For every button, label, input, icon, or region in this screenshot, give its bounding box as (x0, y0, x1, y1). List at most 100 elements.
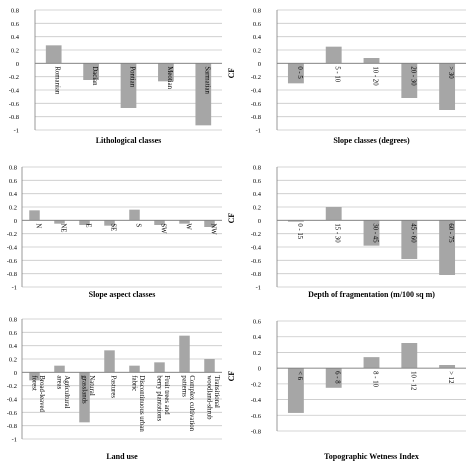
y-tick-label: -1 (12, 437, 17, 444)
bar (325, 368, 342, 388)
y-tick-label: -1 (14, 128, 19, 135)
y-tick-label: -0.2 (7, 231, 17, 238)
y-tick-label: -0.6 (251, 101, 262, 108)
x-tick-label-line: woodland-shrub (206, 375, 213, 420)
bar (158, 63, 174, 82)
y-tick-label: 0.2 (11, 48, 19, 55)
x-tick-label-line: Agricultural (63, 375, 70, 408)
y-tick-label: 0.6 (253, 319, 262, 326)
x-tick-label-line: forest (31, 375, 38, 391)
y-tick-label: -0.8 (7, 271, 17, 278)
y-tick-label: 0.4 (253, 334, 262, 341)
bar (129, 365, 140, 373)
x-tick-label-line: fabric (131, 375, 138, 391)
bar (204, 220, 215, 227)
x-tick-label: > 12 (447, 371, 454, 384)
bar (195, 63, 212, 126)
y-tick-label: -0.8 (251, 114, 261, 121)
y-tick-label: 0.8 (253, 8, 261, 15)
y-tick-label: -0.8 (251, 429, 261, 436)
bar (325, 46, 342, 64)
y-tick-label: 0 (258, 218, 261, 225)
x-tick-label: Discontinuous urbanfabric (131, 375, 146, 432)
x-axis-title: Topographic Wetness Index (324, 452, 419, 461)
chart-panel-3: 0.8 0.6 0.4 0.2 0 -0.2 -0.4 -0.6 -0.8 -1 N NE E SE S SW… (7, 165, 222, 299)
bar (363, 58, 380, 64)
y-tick-label: -0.4 (251, 88, 262, 95)
y-tick-label: -1 (256, 285, 261, 292)
y-tick-label: 0 (16, 61, 19, 68)
y-tick-label: -0.6 (9, 101, 20, 108)
y-tick-label: 0.6 (9, 178, 18, 185)
x-axis-title: Slope classes (degrees) (333, 136, 410, 145)
bar (179, 335, 190, 373)
y-tick-label: -1 (256, 128, 261, 135)
y-tick-label: 0 (258, 366, 261, 373)
chart-panel-4: 0.8 0.6 0.4 0.2 0 -0.2 -0.4 -0.6 -0.8 -1 0 - 15 15 … (227, 165, 466, 299)
x-tick-label: 8 - 10 (372, 371, 379, 387)
y-tick-label: -1 (12, 285, 17, 292)
bar (363, 357, 380, 369)
y-tick-label: -0.8 (251, 271, 261, 278)
bar (79, 220, 90, 225)
bar (287, 368, 304, 413)
bar (79, 372, 90, 423)
x-tick-label-line: Transitional (213, 375, 220, 408)
y-tick-label: -0.2 (251, 231, 261, 238)
y-tick-label: 0.2 (253, 350, 261, 357)
x-tick-label: E (85, 223, 92, 227)
y-tick-label: -0.6 (251, 413, 262, 420)
x-tick-label: > 30 (447, 66, 454, 79)
x-tick-label: SE (110, 223, 117, 231)
x-axis-title: Slope aspect classes (89, 290, 156, 299)
y-tick-label: 0.6 (11, 21, 20, 28)
y-tick-label: -0.2 (9, 74, 19, 81)
y-tick-label: 0.4 (9, 343, 18, 350)
y-tick-label: 0.6 (253, 21, 262, 28)
x-axis-title: Depth of fragmentation (m/100 sq m) (308, 290, 435, 299)
bar (154, 220, 165, 225)
y-tick-label: 0.2 (253, 205, 261, 212)
chart-panel-5: 0.8 0.6 0.4 0.2 0 -0.2 -0.4 -0.6 -0.8 -1 Broad-lea… (7, 317, 222, 461)
x-tick-label: 15 - 30 (334, 223, 341, 243)
y-axis-title: CF (227, 371, 236, 382)
x-tick-label: W (185, 223, 192, 230)
y-tick-label: -0.6 (251, 258, 262, 265)
x-tick-label: S (135, 223, 142, 227)
bar (45, 45, 62, 64)
bar (401, 220, 418, 259)
y-tick-label: 0 (14, 218, 17, 225)
y-tick-label: 0.4 (9, 191, 18, 198)
y-tick-label: 0.4 (11, 34, 20, 41)
x-tick-label: N (35, 223, 42, 228)
charts-container: 0.8 0.6 0.4 0.2 0 -0.2 -0.4 -0.6 -0.8 -1 Romanian D… (7, 8, 466, 461)
x-tick-label: 30 - 45 (372, 223, 379, 243)
y-tick-label: -0.6 (7, 410, 18, 417)
y-tick-label: -0.4 (7, 245, 18, 252)
bar (104, 350, 115, 373)
x-tick-label: 20 - 30 (409, 66, 416, 86)
x-tick-label: < 6 (296, 371, 303, 381)
bar (129, 209, 140, 221)
y-tick-label: -0.4 (251, 397, 262, 404)
y-axis-title: CF (227, 213, 236, 224)
y-tick-label: -0.8 (7, 423, 17, 430)
bar (439, 365, 456, 369)
x-tick-label: NW (210, 223, 217, 235)
bar (325, 207, 342, 221)
x-tick-label-line: Complex cultivation (188, 375, 195, 431)
x-tick-label: Dacian (91, 66, 98, 86)
x-tick-label: 10 - 12 (409, 371, 416, 391)
x-tick-label-line: berry plantations (156, 375, 163, 421)
chart-panel-1: 0.8 0.6 0.4 0.2 0 -0.2 -0.4 -0.6 -0.8 -1 Romanian D… (9, 8, 222, 145)
x-tick-label-line: Discontinuous urban (138, 375, 145, 432)
x-tick-label: Pontian (129, 66, 136, 87)
x-tick-label: Transitionalwoodland-shrub (206, 375, 221, 420)
x-tick-label: 45 - 60 (409, 223, 416, 243)
bar (401, 63, 418, 98)
y-tick-label: 0.2 (253, 48, 261, 55)
y-tick-label: 0.8 (9, 317, 17, 324)
y-tick-label: -0.2 (251, 74, 261, 81)
x-tick-label: 60 - 75 (447, 223, 454, 243)
